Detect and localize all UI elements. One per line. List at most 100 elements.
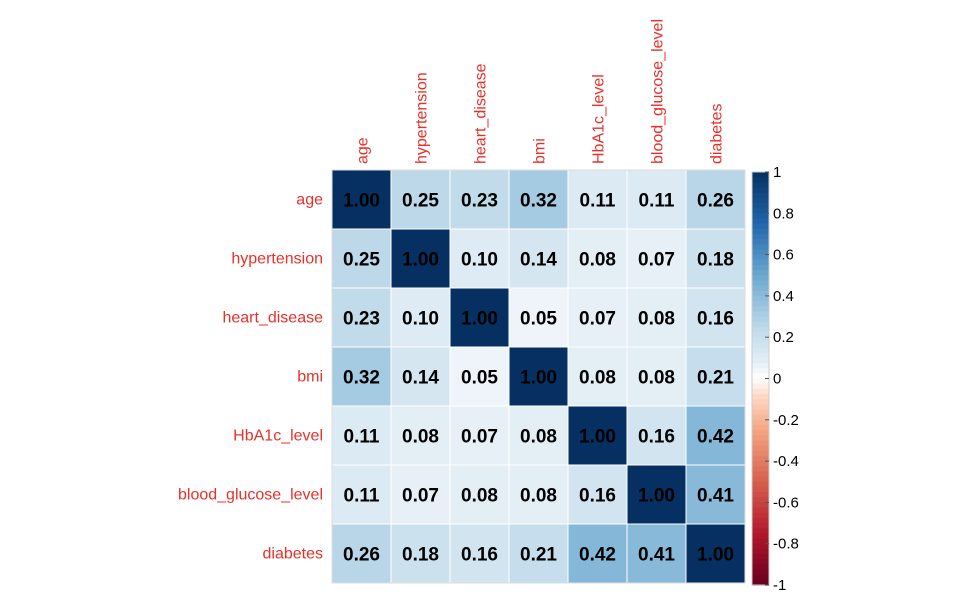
heatmap-cell — [508, 346, 569, 407]
colorbar-segment — [752, 435, 769, 442]
cell-value-label: 0.26 — [697, 191, 734, 212]
cell-values: 1.00 0.25 0.23 0.32 0.11 0.11 0.26 0.25 1.00 0.10… — [343, 191, 734, 566]
colorbar-segment — [752, 471, 769, 478]
row-label: blood_glucose_level — [178, 487, 323, 504]
cell-value-label: 0.14 — [402, 368, 439, 389]
colorbar-tick-label: -0.6 — [773, 494, 799, 511]
cell-value-label: 0.26 — [343, 545, 380, 566]
colorbar-segment — [752, 466, 769, 473]
cell-value-label: 0.23 — [461, 191, 498, 212]
heatmap-cell — [331, 523, 392, 584]
colorbar-segment — [752, 543, 769, 550]
heatmap-cell — [331, 464, 392, 525]
heatmap-cell — [449, 523, 510, 584]
heatmap-cell — [626, 169, 687, 230]
colorbar-segment — [752, 533, 769, 540]
cell-value-label: 0.07 — [638, 250, 675, 271]
cell-value-label: 0.32 — [343, 368, 380, 389]
heatmap-cell — [449, 228, 510, 289]
cell-value-label: 0.11 — [639, 191, 675, 212]
colorbar-segment — [752, 424, 769, 431]
cell-value-label: 0.08 — [461, 486, 498, 507]
cell-value-label: 0.11 — [344, 427, 380, 448]
colorbar-segment — [752, 213, 769, 220]
heatmap-cell — [390, 169, 451, 230]
heatmap-cell — [567, 228, 628, 289]
row-label: bmi — [297, 369, 323, 386]
colorbar-segment — [752, 295, 769, 302]
row-label: heart_disease — [222, 310, 323, 327]
colorbar-segment — [752, 321, 769, 328]
cell-value-label: 0.08 — [579, 368, 616, 389]
heatmap-cell — [331, 405, 392, 466]
column-label: bmi — [532, 138, 549, 164]
heatmap-cell — [331, 346, 392, 407]
colorbar-segment — [752, 564, 769, 571]
colorbar-segment — [752, 528, 769, 534]
colorbar-segment — [752, 342, 769, 349]
colorbar-tick-label: 0.6 — [773, 247, 794, 264]
heatmap-cell — [685, 287, 746, 348]
colorbar-segment — [752, 177, 769, 183]
colorbar-tick-label: -0.4 — [773, 453, 799, 470]
cell-value-label: 0.11 — [344, 486, 380, 507]
heatmap-cell — [567, 523, 628, 584]
column-label: blood_glucose_level — [650, 19, 667, 164]
cell-value-label: 0.25 — [343, 250, 380, 271]
colorbar-segment — [752, 517, 769, 524]
colorbar-tick-label: 0.2 — [773, 329, 794, 346]
colorbar-segment — [752, 172, 769, 178]
colorbar-segment — [752, 280, 769, 287]
cell-value-label: 1.00 — [697, 545, 734, 566]
heatmap-cell — [390, 346, 451, 407]
cell-value-label: 0.18 — [402, 545, 439, 566]
heatmap-cell — [449, 405, 510, 466]
heatmap-cell — [508, 523, 569, 584]
heatmap-cell — [685, 523, 746, 584]
colorbar-tick-label: 0.4 — [773, 288, 794, 305]
cell-value-label: 0.08 — [520, 486, 557, 507]
colorbar-segment — [752, 228, 769, 235]
row-label: HbA1c_level — [233, 428, 323, 445]
heatmap-cell — [390, 464, 451, 525]
column-labels: age hypertension heart_disease bmi HbA1c_lev… — [355, 19, 726, 164]
heatmap-cell — [626, 346, 687, 407]
heatmap-cell — [685, 464, 746, 525]
heatmap-cell — [508, 464, 569, 525]
heatmap-cell — [449, 287, 510, 348]
colorbar-segment — [752, 559, 769, 565]
colorbar-segment — [752, 316, 769, 323]
colorbar-segment — [752, 404, 769, 411]
column-label: age — [355, 137, 372, 164]
colorbar-segment — [752, 548, 769, 555]
cell-value-label: 0.41 — [697, 486, 734, 507]
colorbar-tick-label: -1 — [773, 577, 786, 594]
colorbar-segment — [752, 476, 769, 483]
colorbar-segment — [752, 270, 769, 276]
colorbar-segment — [752, 306, 769, 312]
cell-value-label: 0.16 — [638, 427, 675, 448]
colorbar-segment — [752, 197, 769, 204]
colorbar-segment — [752, 218, 769, 225]
colorbar: 1 0.8 0.6 0.4 0.2 0 -0.2 -0.4 -0.6 -0.8 -1 — [751, 164, 799, 594]
colorbar-segment — [752, 393, 769, 400]
column-label: diabetes — [709, 104, 726, 165]
cell-value-label: 0.25 — [402, 191, 439, 212]
heatmap-cell — [331, 169, 392, 230]
colorbar-segment — [752, 357, 769, 364]
colorbar-segment — [752, 368, 769, 374]
colorbar-segment — [752, 182, 769, 189]
heatmap-cell — [390, 287, 451, 348]
colorbar-tick-label: 0 — [773, 371, 781, 388]
colorbar-segment — [752, 301, 769, 307]
colorbar-segment — [752, 187, 769, 194]
colorbar-segment — [752, 461, 769, 467]
cell-value-label: 0.42 — [579, 545, 616, 566]
heatmap-cell — [567, 464, 628, 525]
column-label: HbA1c_level — [591, 74, 608, 164]
cell-value-label: 0.08 — [638, 368, 675, 389]
colorbar-segment — [752, 326, 769, 333]
colorbar-segment — [752, 223, 769, 230]
cell-value-label: 0.23 — [343, 309, 380, 330]
